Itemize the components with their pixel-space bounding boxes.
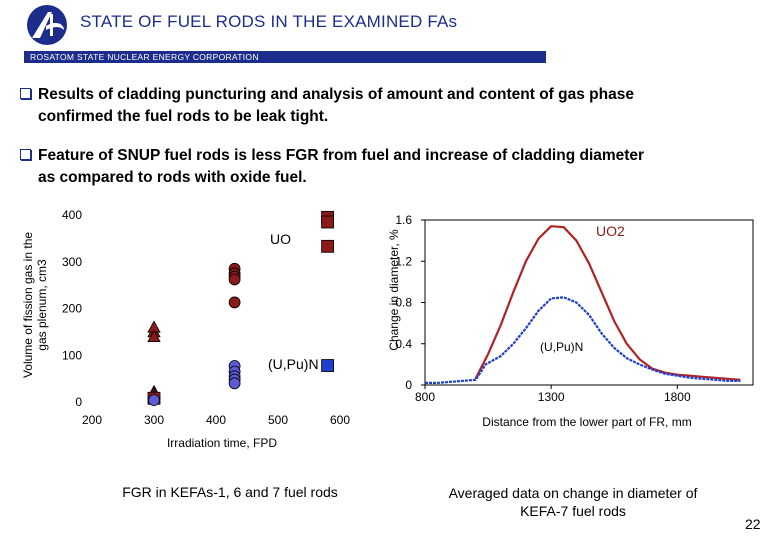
caption-left: FGR in KEFAs-1, 6 and 7 fuel rods <box>122 484 338 500</box>
left-x-tick-label: 300 <box>144 413 164 427</box>
checkbox-bullet-icon <box>20 149 31 160</box>
data-point-circle <box>228 273 241 286</box>
bullet-2-line-1: Feature of SNUP fuel rods is less FGR fr… <box>38 147 645 164</box>
left-y-tick-label: 0 <box>75 395 82 409</box>
caption-right-line-1: Averaged data on change in diameter of <box>448 485 698 501</box>
rosatom-logo <box>27 5 67 45</box>
left-x-tick-label: 200 <box>82 413 102 427</box>
left-y-axis-label: Volume of fission gas in the gas plenum,… <box>21 232 49 378</box>
left-x-axis-label: Irradiation time, FPD <box>167 436 277 450</box>
right-x-axis-label: Distance from the lower part of FR, mm <box>482 415 691 429</box>
corp-banner <box>24 51 546 63</box>
right-x-tick-label: 1300 <box>538 390 565 404</box>
data-point-circle <box>148 394 160 407</box>
right-plot-frame <box>424 219 754 386</box>
data-point-circle <box>228 377 241 390</box>
left-x-tick-label: 400 <box>206 413 226 427</box>
diameter-line-chart: Change in diameter, % 0 0.4 0.8 1.2 1.6 800 13… <box>387 213 754 429</box>
data-point-square <box>321 359 335 372</box>
caption-right: Averaged data on change in diameter of K… <box>408 484 738 520</box>
right-x-tick-label: 800 <box>415 390 435 404</box>
bullet-2-line-2: as compared to rods with oxide fuel. <box>38 169 307 186</box>
right-annotation-upun: (U,Pu)N <box>540 340 583 354</box>
page-number: 22 <box>745 516 761 532</box>
left-annotation-upun: (U,Pu)N <box>268 356 319 372</box>
bullet-1-line-1: Results of cladding puncturing and analy… <box>38 86 634 103</box>
right-annotation-uo2: UO2 <box>596 223 625 239</box>
corp-name: ROSATOM STATE NUCLEAR ENERGY CORPORATION <box>30 52 259 62</box>
series-line-upun <box>425 296 741 384</box>
data-point-triangle <box>147 329 161 342</box>
fgr-scatter-chart: Volume of fission gas in the gas plenum,… <box>21 208 350 450</box>
bullet-2: Feature of SNUP fuel rods is less FGR fr… <box>20 145 760 189</box>
left-annotation-uo: UO <box>270 231 291 247</box>
data-point-square <box>321 239 335 253</box>
right-y-tick-label: 0.8 <box>395 296 412 310</box>
right-y-tick-label: 0 <box>405 378 412 392</box>
bullet-1-line-2: confirmed the fuel rods to be leak tight… <box>38 108 329 125</box>
caption-right-line-2: KEFA-7 fuel rods <box>520 503 626 519</box>
left-y-label-line-1: Volume of fission gas in the <box>21 232 35 378</box>
right-x-tick-label: 1800 <box>664 390 691 404</box>
left-y-label-line-2: gas plenum, cm3 <box>35 259 49 351</box>
slide-title: STATE OF FUEL RODS IN THE EXAMINED FAs <box>80 12 458 31</box>
checkbox-bullet-icon <box>20 88 31 99</box>
series-line-uo2 <box>474 225 741 381</box>
right-y-tick-label: 1.2 <box>395 254 412 268</box>
left-y-tick-label: 100 <box>62 348 82 362</box>
bullet-1: Results of cladding puncturing and analy… <box>20 84 760 128</box>
left-x-tick-label: 500 <box>268 413 288 427</box>
left-y-tick-label: 400 <box>62 208 82 222</box>
left-y-tick-label: 200 <box>62 302 82 316</box>
left-y-tick-label: 300 <box>62 255 82 269</box>
left-x-tick-label: 600 <box>330 413 350 427</box>
right-y-axis-label: Change in diameter, % <box>387 229 401 351</box>
right-y-tick-label: 1.6 <box>395 213 412 227</box>
right-y-tick-label: 0.4 <box>395 337 412 351</box>
data-point-circle <box>228 296 241 309</box>
data-point-square <box>321 215 335 229</box>
